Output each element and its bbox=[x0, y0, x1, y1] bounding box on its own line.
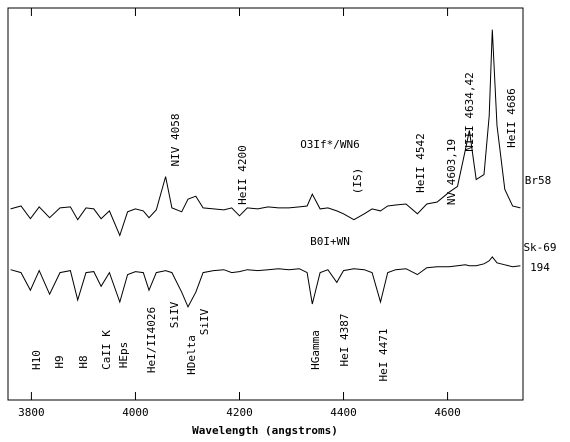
annotation: H8 bbox=[77, 355, 90, 368]
spectrum-line bbox=[10, 256, 521, 309]
annotation: HGamma bbox=[309, 330, 322, 370]
annotation: CaII K bbox=[100, 330, 113, 370]
annotation: HeI 4471 bbox=[377, 329, 390, 382]
x-tick-label: 3800 bbox=[18, 406, 45, 419]
x-axis-label: Wavelength (angstroms) bbox=[192, 424, 338, 437]
annotation: O3If*/WN6 bbox=[300, 138, 360, 151]
annotation: HEps bbox=[117, 342, 130, 369]
annotation: HeII 4200 bbox=[236, 145, 249, 205]
annotation: NIV 4058 bbox=[169, 114, 182, 167]
x-tick-label: 4600 bbox=[434, 406, 461, 419]
annotation: HeII 4686 bbox=[505, 88, 518, 148]
annotation: HeI 4387 bbox=[338, 314, 351, 367]
annotation: Sk-69 bbox=[523, 241, 556, 254]
annotation: (IS) bbox=[351, 168, 364, 195]
plot-frame bbox=[7, 7, 524, 401]
annotation: Br58 bbox=[525, 174, 552, 187]
annotation: NV 4603,19 bbox=[445, 139, 458, 205]
annotation: H9 bbox=[53, 355, 66, 368]
annotation: NIII 4634,42 bbox=[463, 72, 476, 151]
spectrum-line bbox=[10, 29, 521, 237]
annotation: B0I+WN bbox=[310, 235, 350, 248]
x-tick-label: 4000 bbox=[122, 406, 149, 419]
annotation: SiIV bbox=[198, 308, 211, 335]
annotation: HDelta bbox=[185, 335, 198, 375]
annotation: SiIV bbox=[168, 301, 181, 328]
annotation: 194 bbox=[530, 261, 550, 274]
annotation: HeII 4542 bbox=[414, 133, 427, 193]
x-tick-label: 4200 bbox=[226, 406, 253, 419]
annotation: H10 bbox=[30, 350, 43, 370]
x-tick-label: 4400 bbox=[330, 406, 357, 419]
annotation: HeI/II4026 bbox=[145, 307, 158, 373]
